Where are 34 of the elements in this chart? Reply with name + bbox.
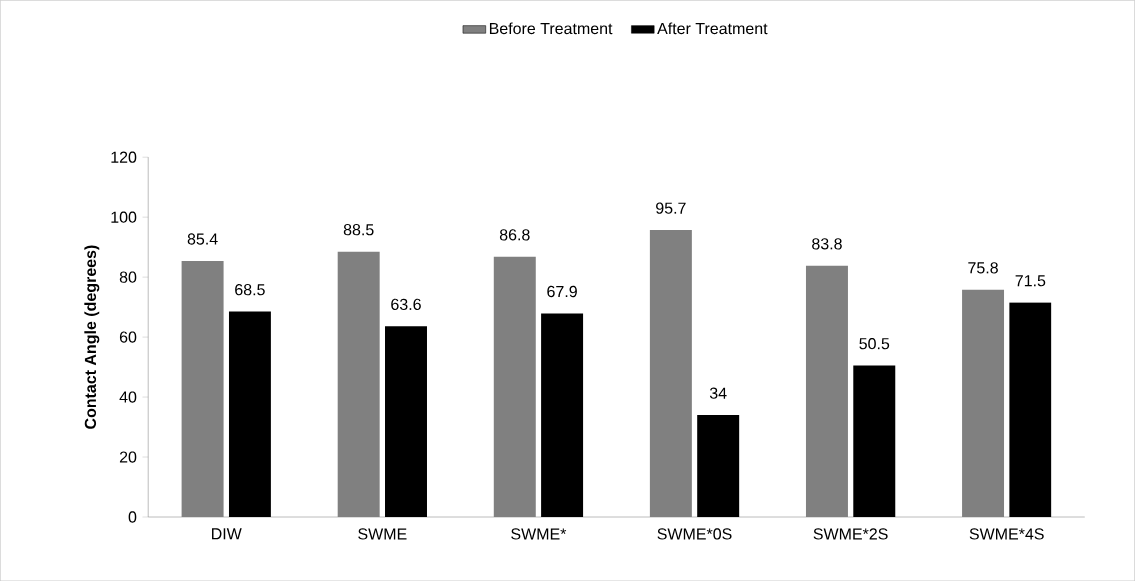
- bar: [1009, 302, 1052, 517]
- y-tick-label: 100: [111, 211, 137, 223]
- x-tick-label: SWME*: [511, 528, 567, 540]
- data-label: 71.5: [1015, 275, 1046, 287]
- bar: [853, 365, 896, 517]
- y-tick-label: 60: [119, 331, 137, 343]
- data-label: 50.5: [859, 337, 890, 350]
- data-label: 95.7: [656, 202, 686, 214]
- data-label: 75.8: [968, 262, 998, 274]
- bar: [385, 326, 427, 517]
- data-label: 86.8: [499, 229, 530, 241]
- data-label: 83.8: [812, 238, 842, 250]
- y-tick-label: 80: [119, 271, 137, 283]
- x-tick-label: SWME*2S: [813, 528, 888, 540]
- bar: [697, 414, 740, 517]
- bar: [541, 313, 584, 517]
- y-tick-label: 0: [128, 511, 137, 523]
- x-tick-label: SWME: [358, 528, 407, 540]
- data-label: 63.6: [391, 298, 421, 310]
- x-tick-label: DIW: [212, 528, 242, 540]
- data-label: 85.4: [187, 233, 218, 245]
- data-label: 68.5: [235, 283, 265, 296]
- y-tick-label: 20: [119, 451, 137, 463]
- x-tick-label: SWME*4S: [969, 528, 1044, 540]
- y-tick-label: 120: [111, 151, 137, 163]
- data-label: 34: [709, 387, 727, 399]
- y-axis-title: Contact Angle (degrees): [84, 245, 100, 429]
- data-label: 67.9: [547, 285, 577, 298]
- legend-label: After Treatment: [657, 22, 768, 35]
- y-tick-label: 40: [119, 391, 137, 403]
- bar: [228, 311, 271, 517]
- data-label: 88.5: [343, 223, 374, 236]
- legend-label: Before Treatment: [489, 22, 613, 35]
- x-tick-label: SWME*0S: [657, 528, 732, 540]
